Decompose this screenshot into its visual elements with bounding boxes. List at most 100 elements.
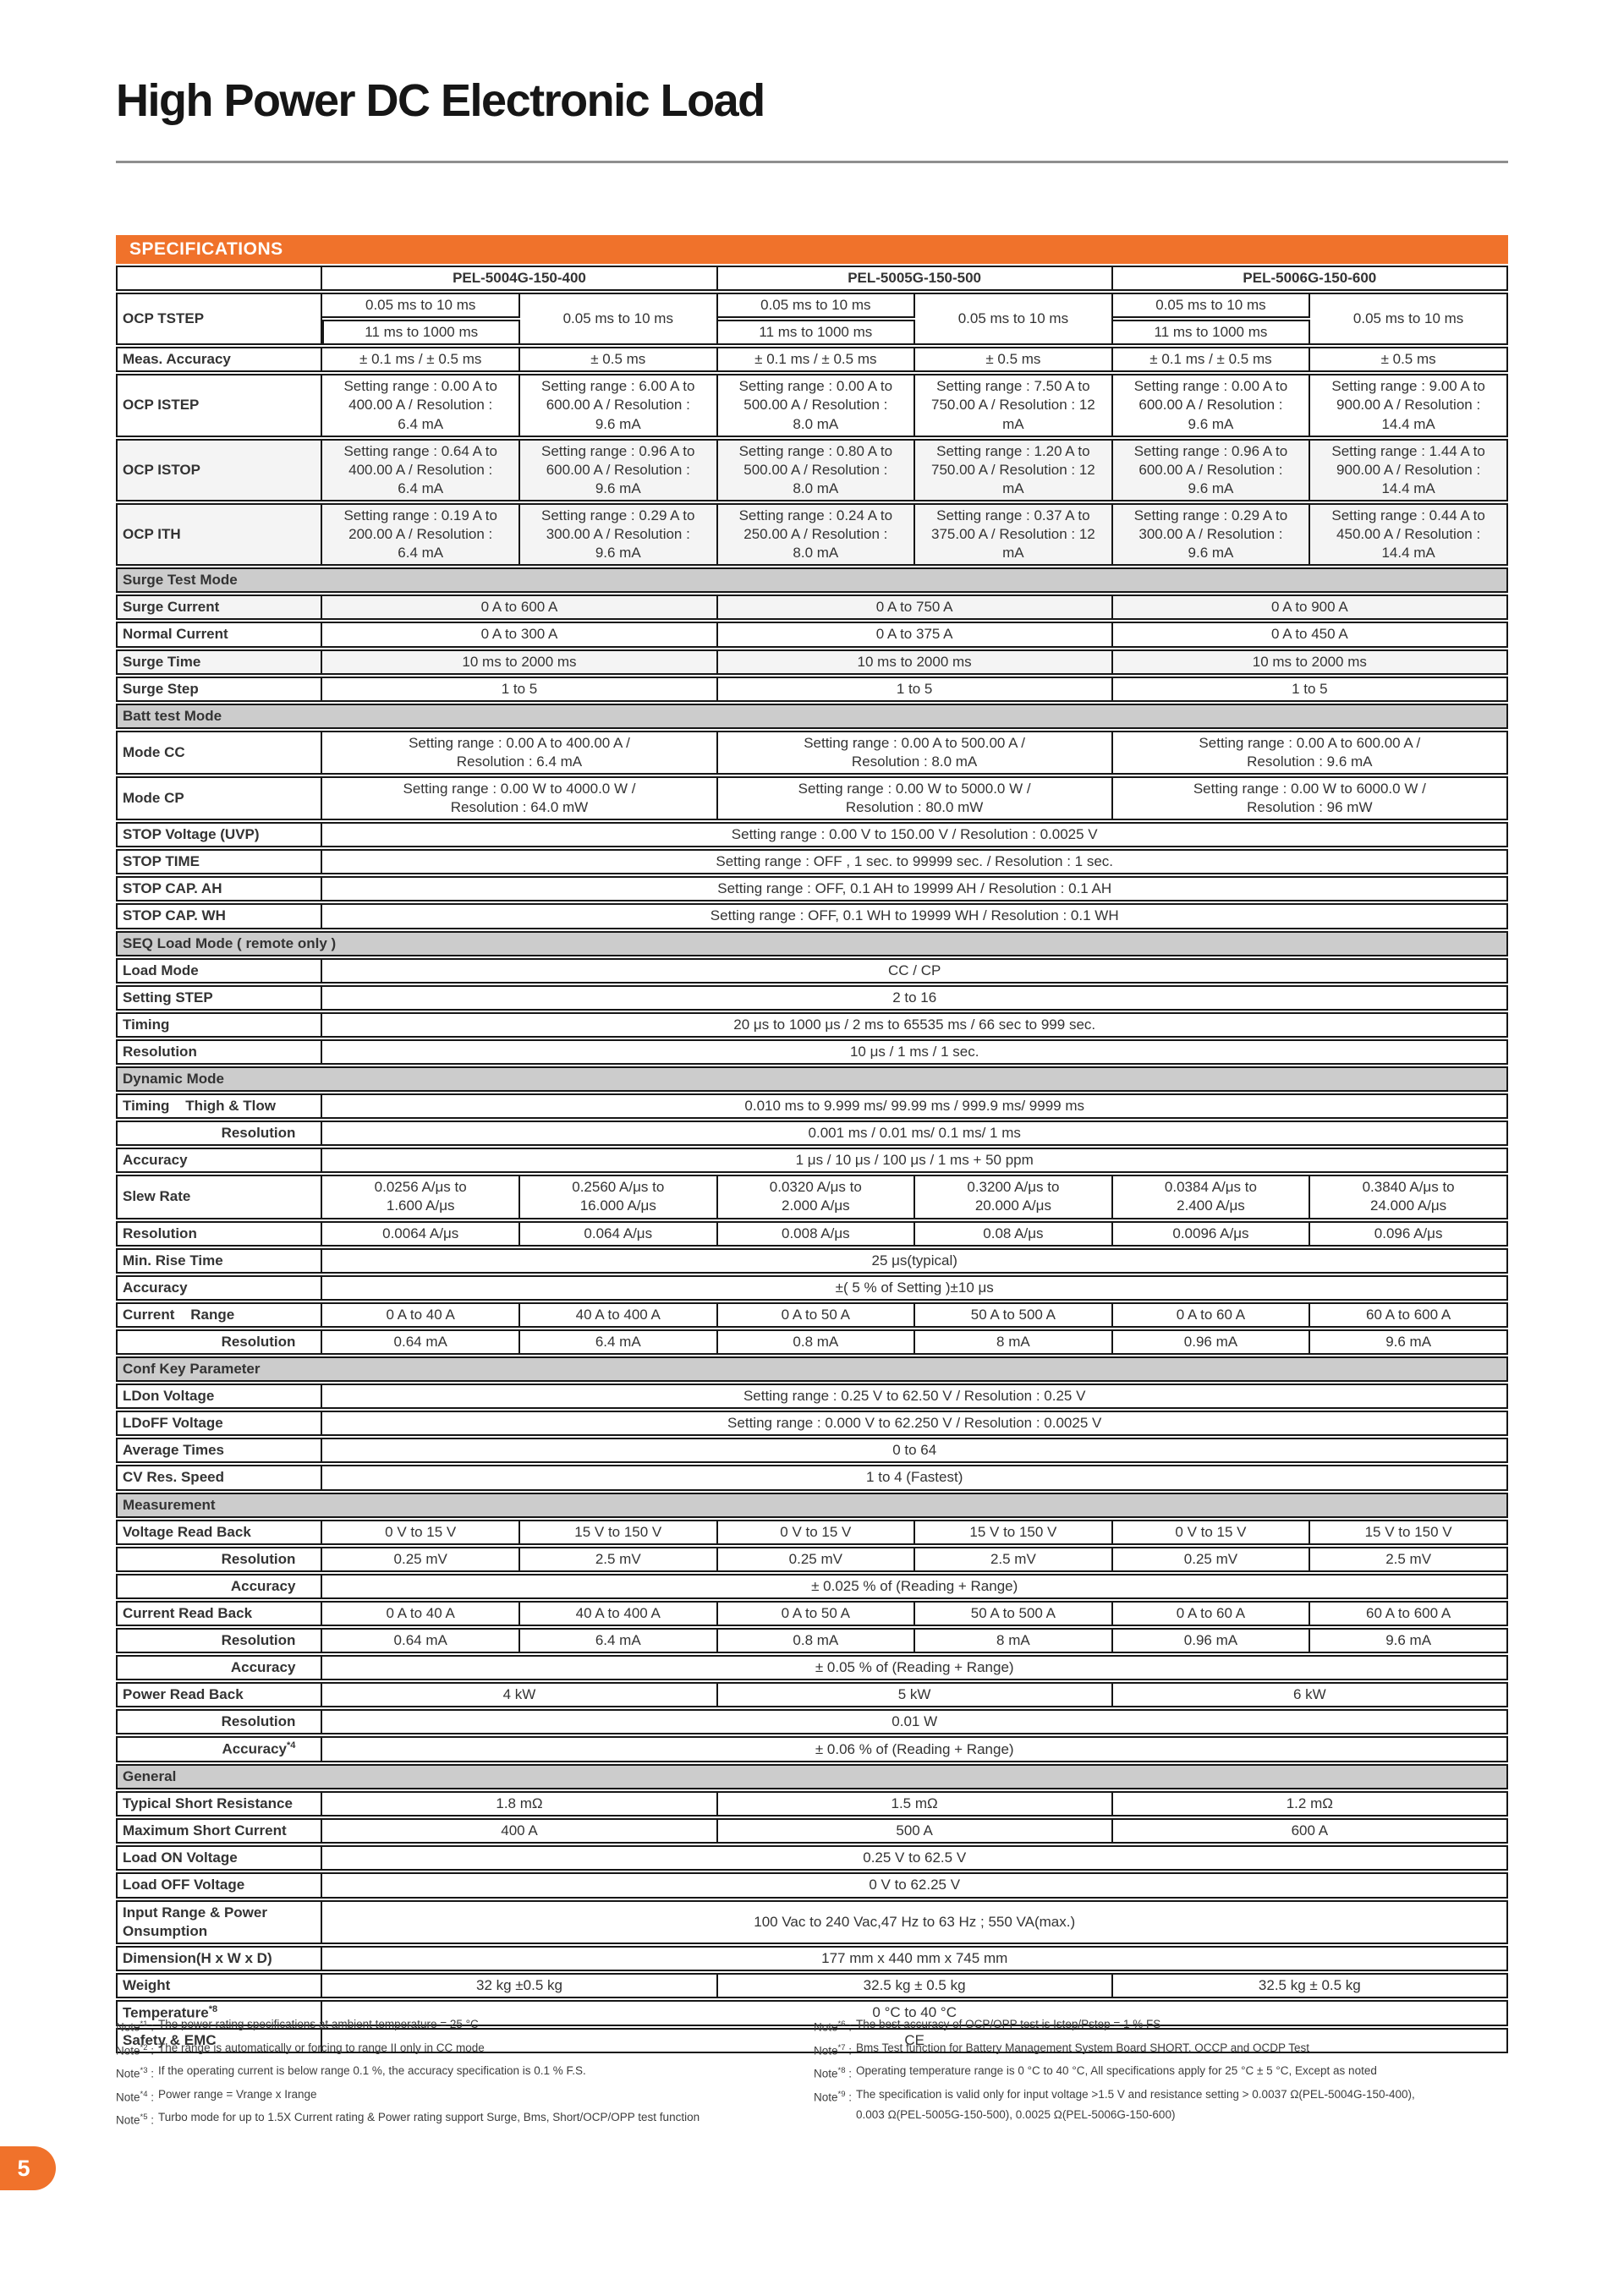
spec-row: OCP ISTOP Setting range : 0.64 A to 400.0… bbox=[116, 438, 1508, 501]
spec-value: 0 A to 450 A bbox=[1112, 622, 1508, 648]
spec-value: 0.05 ms to 10 ms bbox=[717, 293, 916, 319]
row-label: Typical Short Resistance bbox=[116, 1791, 323, 1817]
spec-row: Average Times 0 to 64 bbox=[116, 1438, 1508, 1464]
spec-value: 0 V to 15 V bbox=[1112, 1519, 1311, 1545]
spec-value: 100 Vac to 240 Vac,47 Hz to 63 Hz ; 550 … bbox=[322, 1899, 1508, 1944]
row-label: Mode CC bbox=[116, 730, 323, 775]
spec-value: Setting range : 0.00 A to 600.00 A / Res… bbox=[1112, 374, 1311, 437]
spec-row: Meas. Accuracy ± 0.1 ms / ± 0.5 ms ± 0.5 m… bbox=[116, 347, 1508, 373]
spec-row: Resolution 0.01 W bbox=[116, 1709, 1508, 1735]
spec-row: Min. Rise Time 25 μs(typical) bbox=[116, 1247, 1508, 1274]
corner-cell bbox=[116, 266, 323, 292]
footnotes: Note*1 : The power rating specifications … bbox=[116, 2014, 1537, 2131]
spec-value: 32.5 kg ± 0.5 kg bbox=[717, 1972, 1113, 1998]
spec-value: 2.5 mV bbox=[1310, 1546, 1508, 1572]
row-label: Power Read Back bbox=[116, 1682, 323, 1708]
spec-row: Load Mode CC / CP bbox=[116, 957, 1508, 984]
spec-value: Setting range : 0.29 A to 300.00 A / Res… bbox=[519, 502, 718, 567]
section-row: SEQ Load Mode ( remote only ) bbox=[116, 930, 1508, 956]
row-label: OCP ISTOP bbox=[116, 438, 323, 501]
spec-value: 6.4 mA bbox=[519, 1329, 718, 1356]
spec-value: Setting range : OFF , 1 sec. to 99999 se… bbox=[322, 849, 1508, 875]
spec-value: 0.01 W bbox=[322, 1709, 1508, 1735]
spec-value: 0 V to 15 V bbox=[322, 1519, 520, 1545]
row-label: Load OFF Voltage bbox=[116, 1872, 323, 1899]
spec-value: 177 mm x 440 mm x 745 mm bbox=[322, 1945, 1508, 1971]
spec-value: 0.64 mA bbox=[322, 1627, 520, 1654]
spec-table-body: PEL-5004G-150-400 PEL-5005G-150-500 PEL-50… bbox=[116, 266, 1508, 2053]
footnote-text: If the operating current is below range … bbox=[158, 2064, 586, 2077]
spec-row: Resolution 0.64 mA 6.4 mA 0.8 mA 8 mA 0.96 mA… bbox=[116, 1329, 1508, 1356]
row-label: STOP CAP. WH bbox=[116, 903, 323, 929]
spec-value: 11 ms to 1000 ms bbox=[322, 320, 520, 346]
spec-value: 0 A to 40 A bbox=[322, 1301, 520, 1328]
section-header: Dynamic Mode bbox=[116, 1066, 1508, 1093]
spec-value: 2.5 mV bbox=[519, 1546, 718, 1572]
spec-row: Resolution 0.0064 A/μs 0.064 A/μs 0.008 A/μ… bbox=[116, 1220, 1508, 1247]
spec-value: Setting range : 0.37 A to 375.00 A / Res… bbox=[915, 502, 1113, 567]
spec-row: Accuracy ± 0.025 % of (Reading + Range) bbox=[116, 1573, 1508, 1599]
spec-row: Slew Rate 0.0256 A/μs to 1.600 A/μs 0.2560… bbox=[116, 1175, 1508, 1219]
spec-value: Setting range : 6.00 A to 600.00 A / Res… bbox=[519, 374, 718, 437]
spec-value: 10 ms to 2000 ms bbox=[717, 649, 1113, 675]
row-label: Resolution bbox=[116, 1546, 323, 1572]
spec-value: ± 0.025 % of (Reading + Range) bbox=[322, 1573, 1508, 1599]
spec-row: Timing Thigh & Tlow 0.010 ms to 9.999 ms/… bbox=[116, 1093, 1508, 1120]
footnote: Note*1 : The power rating specifications … bbox=[116, 2014, 814, 2038]
footnote: Note*8 : Operating temperature range is 0… bbox=[814, 2061, 1537, 2085]
spec-value: 0.8 mA bbox=[717, 1627, 916, 1654]
row-label: Dimension(H x W x D) bbox=[116, 1945, 323, 1971]
spec-row: Resolution 0.64 mA 6.4 mA 0.8 mA 8 mA 0.96 mA… bbox=[116, 1627, 1508, 1654]
section-header: Measurement bbox=[116, 1492, 1508, 1518]
model-name-2: PEL-5005G-150-500 bbox=[717, 266, 1113, 292]
section-header: Batt test Mode bbox=[116, 703, 1508, 729]
footnote-tag: Note*8 : bbox=[814, 2066, 853, 2080]
spec-value: Setting range : 0.00 A to 600.00 A / Res… bbox=[1112, 730, 1508, 775]
spec-row: STOP CAP. WH Setting range : OFF, 0.1 WH … bbox=[116, 903, 1508, 929]
spec-value: 0 A to 60 A bbox=[1112, 1301, 1311, 1328]
spec-row: CV Res. Speed 1 to 4 (Fastest) bbox=[116, 1465, 1508, 1491]
spec-value: 500 A bbox=[717, 1818, 1113, 1844]
row-label: Normal Current bbox=[116, 622, 323, 648]
spec-value: 0.010 ms to 9.999 ms/ 99.99 ms / 999.9 m… bbox=[322, 1093, 1508, 1120]
row-label: Accuracy bbox=[116, 1148, 323, 1174]
row-label: Voltage Read Back bbox=[116, 1519, 323, 1545]
row-label: Resolution bbox=[116, 1121, 323, 1147]
specifications-panel: SPECIFICATIONS PEL-5004G-150-400 PEL-5005… bbox=[116, 235, 1508, 2055]
spec-value: 9.6 mA bbox=[1310, 1329, 1508, 1356]
footnote: Note*3 : If the operating current is belo… bbox=[116, 2061, 814, 2085]
footnote-tag: Note*1 : bbox=[116, 2019, 155, 2034]
footnote-tag: Note*6 : bbox=[814, 2019, 853, 2034]
section-header: Surge Test Mode bbox=[116, 567, 1508, 594]
spec-value: 10 ms to 2000 ms bbox=[1112, 649, 1508, 675]
spec-value: 1.2 mΩ bbox=[1112, 1791, 1508, 1817]
spec-value: 0.0320 A/μs to 2.000 A/μs bbox=[717, 1175, 916, 1219]
row-label: Accuracy bbox=[116, 1274, 323, 1301]
row-label: Resolution bbox=[116, 1220, 323, 1247]
footnote: Note*2 : The range is automatically or fo… bbox=[116, 2038, 814, 2062]
spec-value: ±( 5 % of Setting )±10 μs bbox=[322, 1274, 1508, 1301]
footnote-tag: Note*7 : bbox=[814, 2042, 853, 2058]
spec-value: 0 A to 600 A bbox=[322, 595, 718, 621]
footnote-text: The specification is valid only for inpu… bbox=[856, 2087, 1415, 2121]
spec-value: 1.5 mΩ bbox=[717, 1791, 1113, 1817]
footnote-text: Operating temperature range is 0 °C to 4… bbox=[856, 2064, 1377, 2077]
spec-row: Mode CP Setting range : 0.00 W to 4000.0 … bbox=[116, 775, 1508, 821]
spec-value: 2 to 16 bbox=[322, 984, 1508, 1011]
row-label: Slew Rate bbox=[116, 1175, 323, 1219]
spec-value: ± 0.1 ms / ± 0.5 ms bbox=[1112, 347, 1311, 373]
spec-row: Resolution 10 μs / 1 ms / 1 sec. bbox=[116, 1038, 1508, 1065]
spec-value: 0 A to 375 A bbox=[717, 622, 1113, 648]
row-label: CV Res. Speed bbox=[116, 1465, 323, 1491]
row-label: STOP Voltage (UVP) bbox=[116, 822, 323, 848]
spec-value: 0 A to 50 A bbox=[717, 1600, 916, 1626]
row-label: Current Range bbox=[116, 1301, 323, 1328]
footnote-tag: Note*9 : bbox=[814, 2089, 853, 2104]
spec-value: 4 kW bbox=[322, 1682, 718, 1708]
spec-value: 0.0384 A/μs to 2.400 A/μs bbox=[1112, 1175, 1311, 1219]
spec-value: 400 A bbox=[322, 1818, 718, 1844]
row-label: Maximum Short Current bbox=[116, 1818, 323, 1844]
page-number-badge: 5 bbox=[0, 2146, 56, 2190]
spec-value: 0.25 mV bbox=[717, 1546, 916, 1572]
